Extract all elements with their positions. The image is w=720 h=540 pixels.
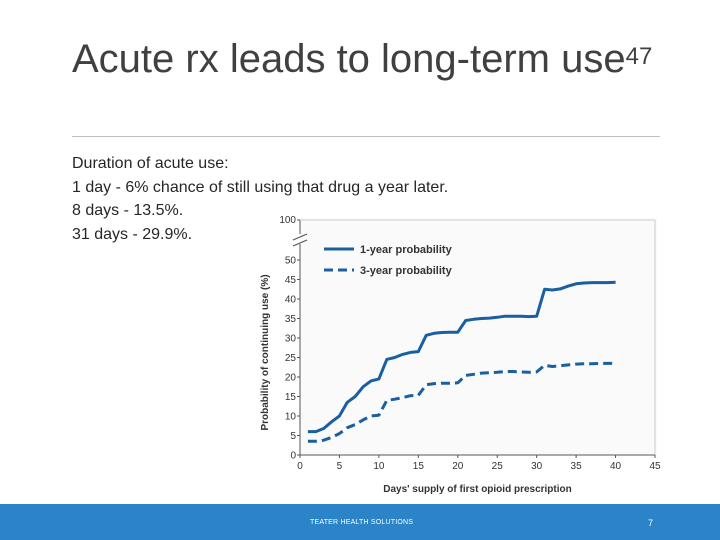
y-tick-label-0: 0 (290, 451, 296, 462)
footer-bar (0, 504, 720, 540)
y-tick-label-5: 5 (290, 431, 296, 442)
y-tick-label-50: 50 (285, 256, 297, 267)
y-tick-label-10: 10 (285, 412, 297, 423)
x-tick-label-0: 0 (297, 461, 303, 472)
y-tick-label-15: 15 (285, 392, 297, 403)
series-line-1 (307, 280, 616, 434)
legend-label-2: 3-year probability (360, 265, 453, 277)
body-line-1: Duration of acute use: (72, 155, 229, 172)
legend-label-1: 1-year probability (360, 244, 453, 256)
body-line-2: 1 day - 6% chance of still using that dr… (72, 178, 449, 196)
x-tick-label-40: 40 (610, 461, 622, 472)
y-tick-label-20: 20 (285, 373, 297, 384)
x-tick-label-15: 15 (413, 461, 425, 472)
series-line-2 (307, 361, 616, 443)
y-tick-label-40: 40 (285, 295, 297, 306)
page-number: 7 (648, 518, 654, 528)
plot-background (300, 218, 657, 455)
y-tick-label-25: 25 (285, 353, 297, 364)
axis-break-mark-1 (292, 233, 308, 241)
axis-break-mark-2 (292, 239, 308, 247)
x-tick-label-25: 25 (492, 461, 504, 472)
y-tick-label-45: 45 (285, 275, 297, 286)
slide-title: Acute rx leads to long-term use47 (72, 36, 672, 82)
footer-text: TEATER HEALTH SOLUTIONS (310, 519, 414, 526)
body-line-4: 31 days - 29.9%. (72, 225, 193, 243)
x-tick-label-45: 45 (649, 461, 661, 472)
title-divider (72, 136, 660, 137)
x-tick-label-30: 30 (531, 461, 543, 472)
y-break-label: 100 (279, 215, 296, 226)
x-axis-label: Days' supply of first opioid prescriptio… (383, 484, 572, 495)
x-tick-label-20: 20 (452, 461, 464, 472)
y-tick-label-30: 30 (285, 334, 297, 345)
y-tick-label-35: 35 (285, 314, 297, 325)
slide-body: Duration of acute use: 1 day - 6% chance… (72, 152, 448, 246)
x-tick-label-10: 10 (373, 461, 385, 472)
y-axis-label: Probability of continuing use (%) (260, 274, 271, 430)
slide-title-text: Acute rx leads to long-term use (72, 37, 626, 81)
continuing-use-chart: 100 0 5 10 15 20 25 30 35 40 45 50 0 5 10 15 20 25 30 35 40 4… (250, 210, 670, 500)
body-line-3: 8 days - 13.5%. (72, 202, 184, 219)
chart-svg: 100 0 5 10 15 20 25 30 35 40 45 50 0 5 10 15 20 25 30 35 40 4… (260, 215, 661, 495)
title-superscript: 47 (625, 43, 653, 70)
x-tick-label-5: 5 (337, 461, 343, 472)
x-tick-label-35: 35 (571, 461, 583, 472)
